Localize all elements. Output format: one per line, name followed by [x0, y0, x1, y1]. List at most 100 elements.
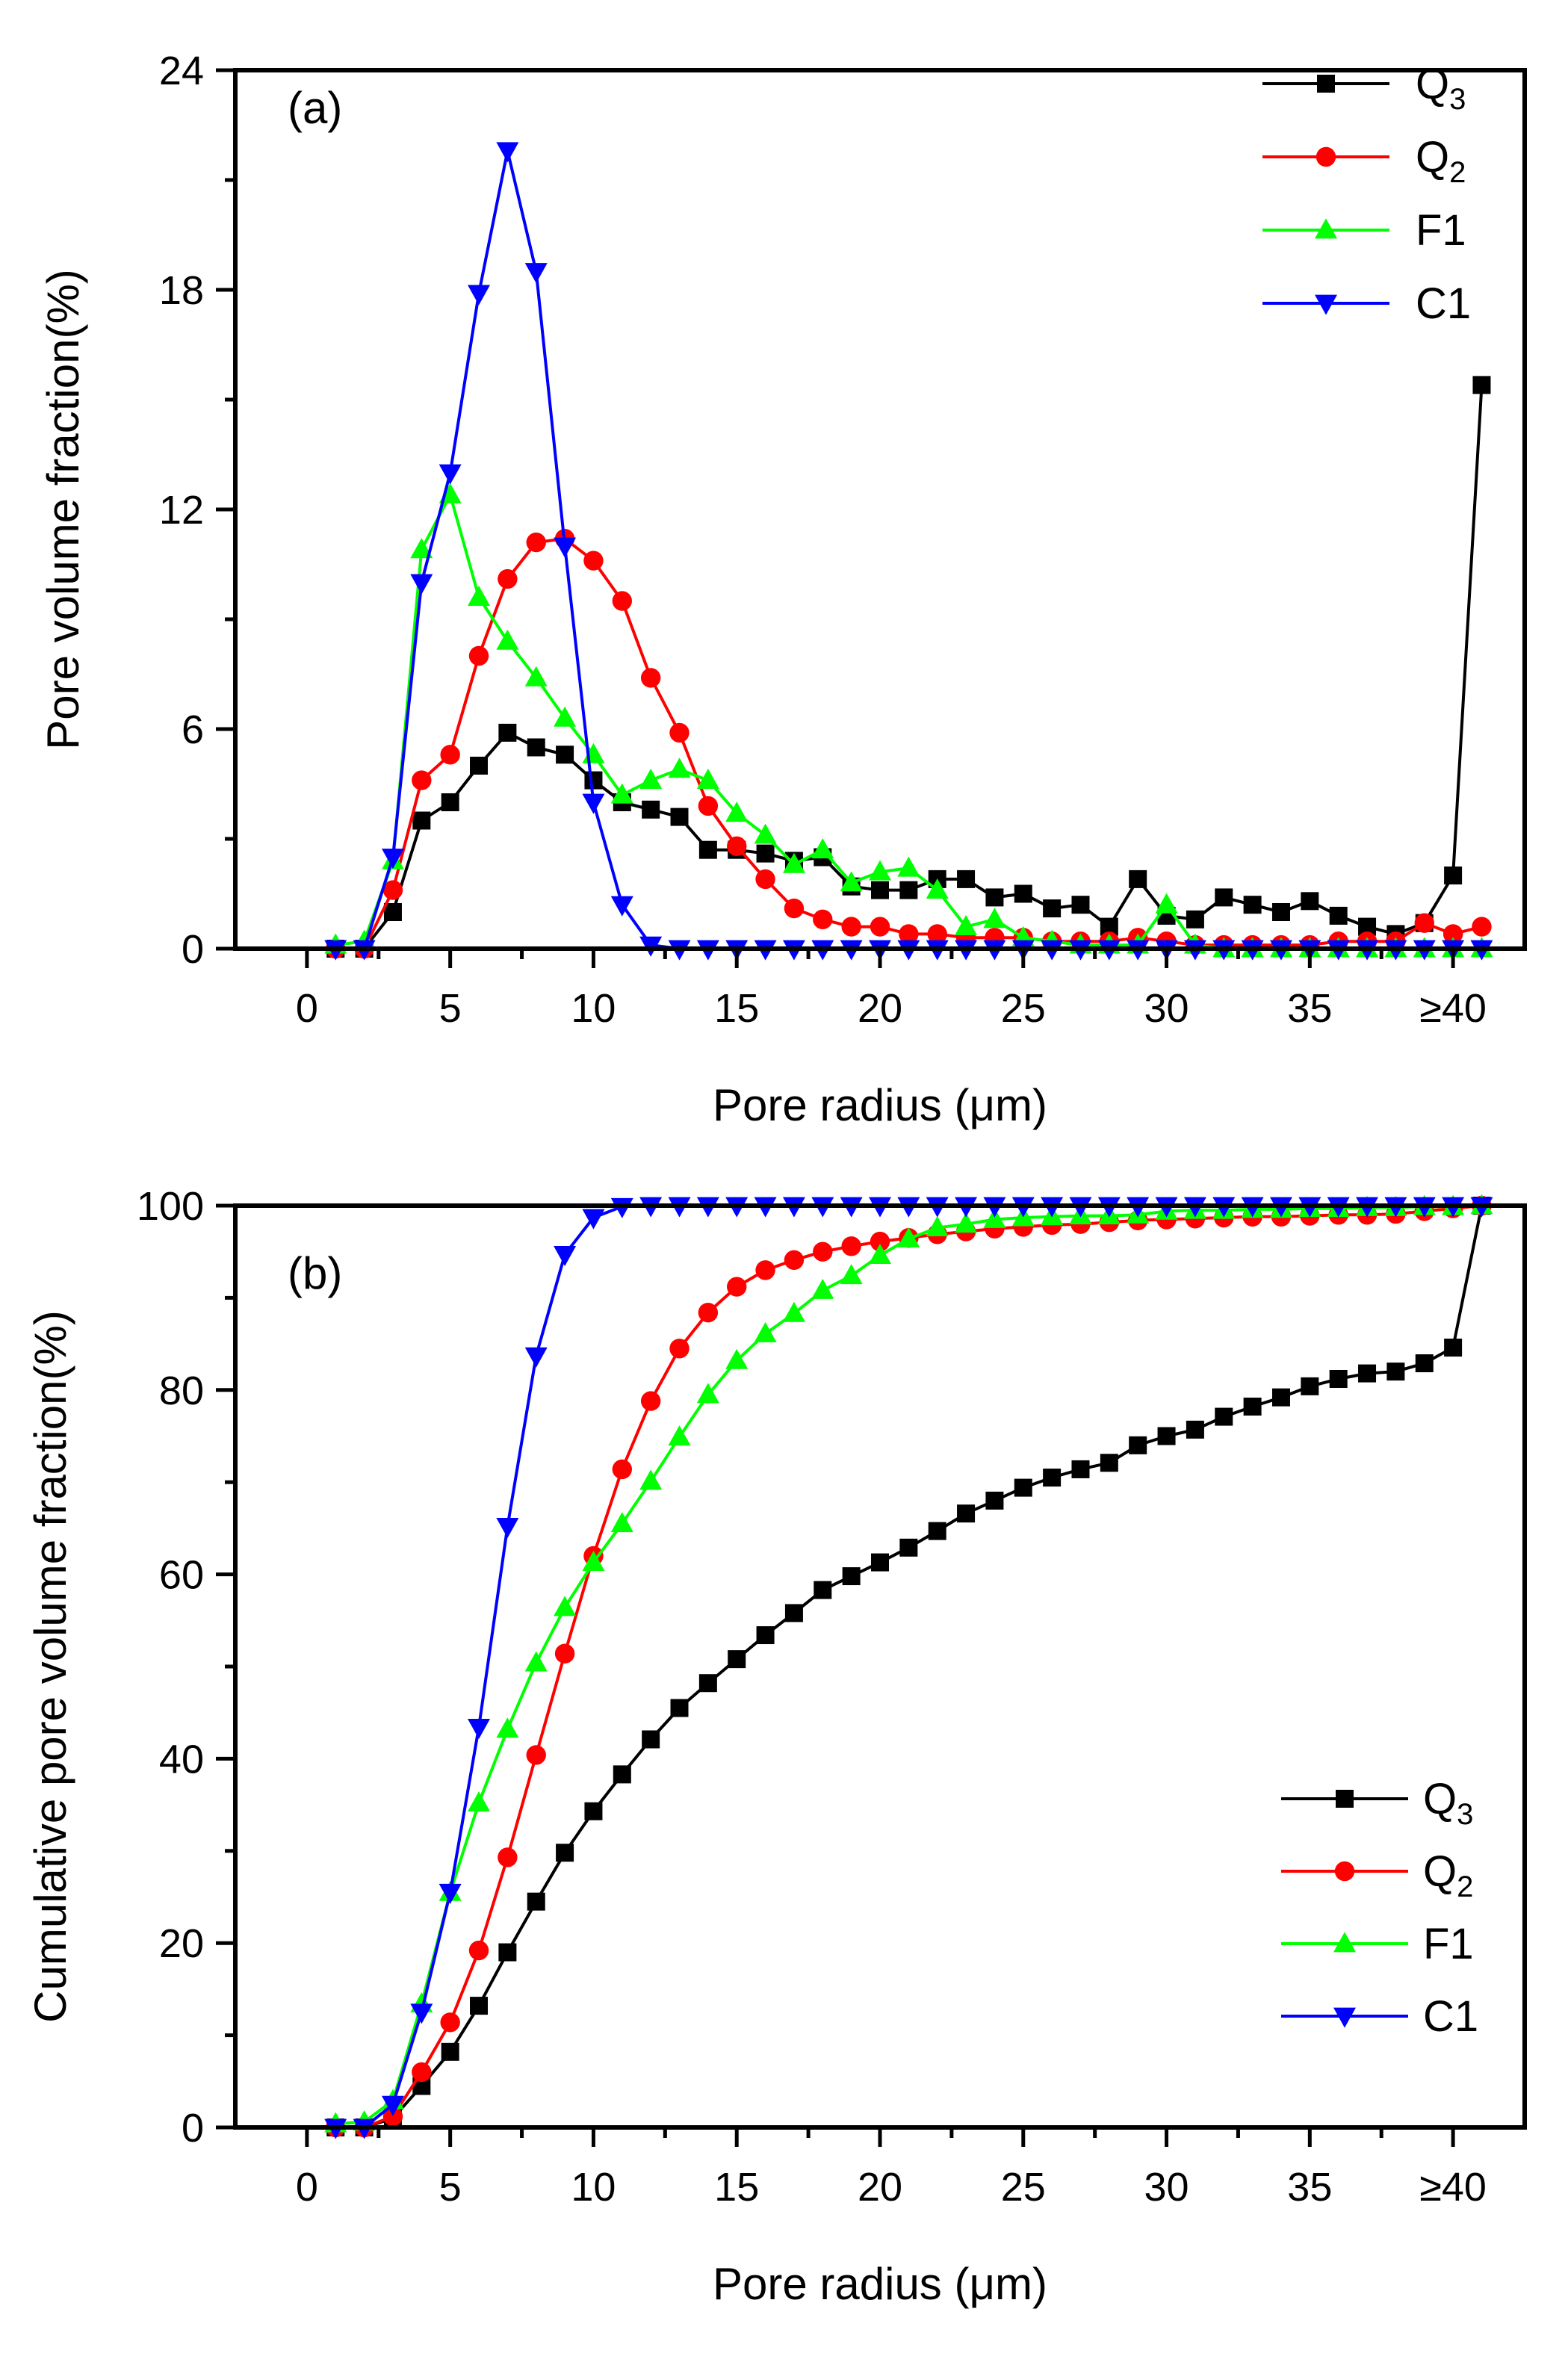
- data-point: [957, 1504, 976, 1523]
- data-point: [814, 1581, 832, 1599]
- data-point: [955, 915, 978, 935]
- data-point: [412, 770, 432, 790]
- chart-panel-b: 0 5 10 15 20 25 30 35 ≥40 0 20 40 60 80 100 Pore radius…: [25, 1184, 1527, 2309]
- data-point: [440, 745, 460, 765]
- y-tick-label: 20: [159, 1921, 204, 1966]
- data-point: [784, 1250, 805, 1271]
- x-tick-label: 35: [1287, 2165, 1332, 2210]
- panel-label: (b): [288, 1248, 342, 1298]
- data-point: [869, 1244, 891, 1265]
- series-f1: [324, 1194, 1493, 2133]
- data-point: [1329, 906, 1348, 925]
- data-point: [524, 263, 548, 284]
- data-point: [1243, 1398, 1262, 1416]
- x-tick-label: 15: [714, 2165, 759, 2210]
- data-point: [897, 1227, 920, 1247]
- data-point: [811, 838, 834, 859]
- data-point: [754, 1321, 777, 1342]
- data-point: [468, 645, 489, 666]
- data-point: [811, 1278, 834, 1299]
- legend: Q3 Q2 F1 C1: [1262, 60, 1471, 328]
- data-point: [670, 1699, 689, 1717]
- series-line: [335, 1205, 1484, 2129]
- x-tick-label: 20: [858, 2165, 902, 2210]
- y-tick-label: 18: [159, 268, 204, 313]
- data-point: [441, 793, 459, 811]
- series-line: [335, 1204, 1482, 2126]
- data-point: [468, 1719, 491, 1740]
- data-point: [524, 1651, 548, 1672]
- data-point: [610, 896, 633, 917]
- data-point: [441, 2042, 459, 2061]
- y-tick-label: 100: [137, 1184, 204, 1229]
- legend-item: F1: [1262, 206, 1466, 255]
- data-point: [669, 722, 690, 743]
- data-point: [610, 783, 633, 804]
- data-point: [696, 1383, 719, 1404]
- series-line: [335, 1204, 1482, 2129]
- chart-panel-a: 0 5 10 15 20 25 30 35 ≥40 0 6 12 18 24 Pore radius (μm…: [38, 49, 1527, 1130]
- data-point: [899, 1538, 918, 1557]
- data-point: [1301, 892, 1319, 911]
- data-point: [696, 769, 719, 789]
- y-axis-title: Pore volume fraction(%): [38, 269, 88, 750]
- data-point: [1043, 899, 1062, 918]
- data-point: [755, 1260, 775, 1280]
- data-point: [813, 909, 833, 930]
- data-point: [381, 2095, 404, 2116]
- data-point: [1443, 924, 1463, 944]
- data-point: [698, 796, 719, 816]
- x-tick-label: 25: [1001, 986, 1046, 1031]
- data-point: [642, 1730, 660, 1749]
- data-point: [669, 1339, 690, 1359]
- data-point: [1444, 867, 1463, 884]
- series-q3: [326, 1197, 1491, 2136]
- data-point: [1301, 1377, 1319, 1395]
- data-point: [554, 1643, 575, 1664]
- data-point: [440, 2012, 460, 2033]
- data-point: [698, 840, 717, 859]
- data-point: [527, 738, 545, 757]
- data-point: [1472, 376, 1491, 394]
- data-point: [755, 869, 775, 890]
- data-point: [468, 586, 491, 606]
- data-point: [410, 538, 433, 559]
- data-point: [899, 881, 918, 899]
- panel-label: (a): [288, 83, 342, 133]
- data-point: [498, 723, 517, 742]
- data-point: [640, 668, 661, 688]
- legend-marker: [1317, 75, 1335, 93]
- data-point: [1100, 1454, 1118, 1472]
- x-tick-label: 5: [439, 986, 462, 1031]
- data-point: [1215, 888, 1233, 907]
- data-point: [784, 1604, 803, 1622]
- data-point: [668, 1425, 691, 1446]
- data-point: [470, 757, 489, 775]
- data-point: [871, 1553, 889, 1572]
- data-point: [1155, 893, 1178, 914]
- data-point: [1444, 1339, 1463, 1357]
- data-point: [1243, 896, 1262, 914]
- data-point: [496, 629, 519, 650]
- data-point: [612, 591, 632, 611]
- data-point: [840, 1264, 863, 1285]
- y-tick-label: 40: [159, 1737, 204, 1782]
- data-point: [927, 924, 947, 944]
- data-point: [383, 903, 402, 921]
- data-point: [584, 1802, 603, 1820]
- y-tick-label: 6: [182, 707, 204, 752]
- legend-marker: [1334, 1861, 1355, 1882]
- legend-label: C1: [1416, 279, 1471, 328]
- data-point: [983, 1207, 1006, 1228]
- data-point: [1129, 1436, 1147, 1454]
- data-point: [1472, 917, 1492, 937]
- data-point: [1271, 1388, 1290, 1407]
- data-point: [610, 1512, 633, 1533]
- data-point: [955, 1212, 978, 1233]
- data-point: [1271, 903, 1290, 921]
- legend-label-subscript: 3: [1449, 83, 1466, 116]
- series-q2: [326, 1195, 1492, 2138]
- x-tick-label: 20: [858, 986, 902, 1031]
- data-point: [670, 807, 689, 826]
